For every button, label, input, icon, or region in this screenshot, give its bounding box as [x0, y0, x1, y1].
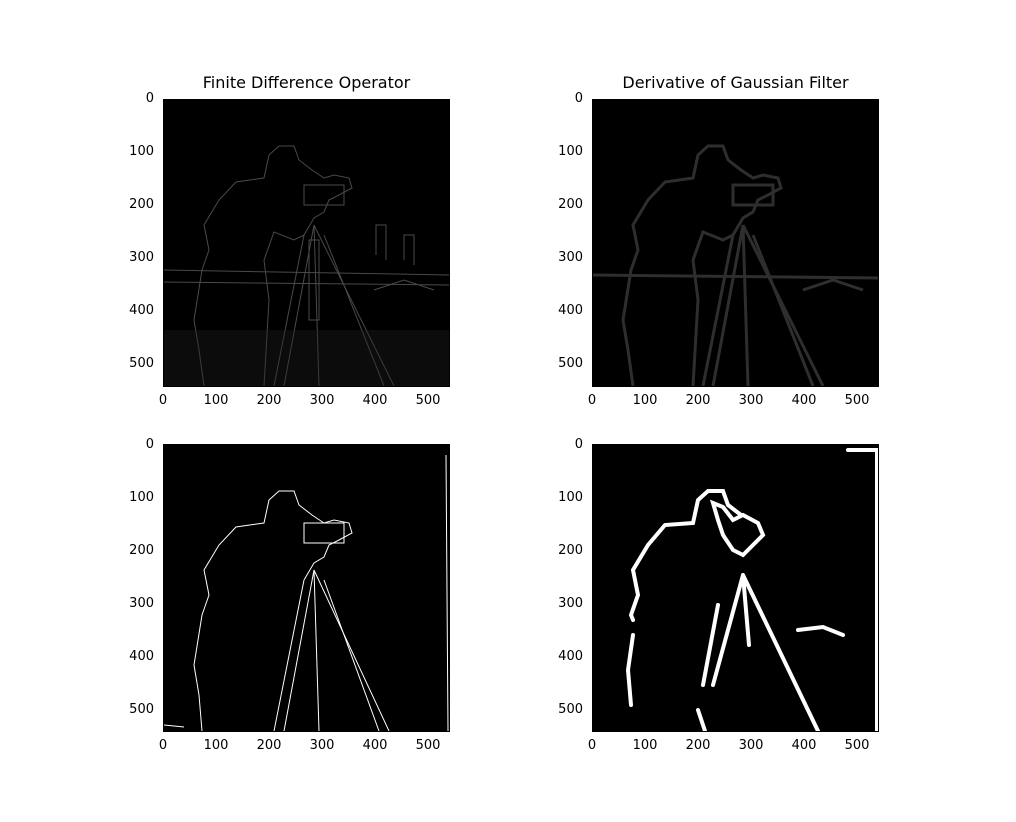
y-tick-label: 200 — [129, 543, 154, 558]
x-tick-label: 200 — [685, 738, 711, 753]
y-tick-label: 300 — [558, 250, 583, 265]
x-tick-label: 0 — [587, 393, 597, 408]
edge-image — [163, 444, 450, 732]
y-tick-label: 0 — [145, 437, 154, 452]
y-tick-label: 500 — [129, 702, 154, 717]
y-tick-label: 400 — [129, 303, 154, 318]
x-tick-label: 400 — [362, 738, 388, 753]
x-tick-label: 300 — [309, 738, 335, 753]
edge-image — [592, 444, 879, 732]
panel-derivative-of-gaussian: Derivative of Gaussian Filter — [592, 73, 879, 387]
x-tick-label: 500 — [844, 393, 870, 408]
y-tick-label: 200 — [558, 543, 583, 558]
panel-binary-finite-difference — [163, 444, 450, 732]
x-tick-label: 100 — [203, 393, 229, 408]
y-tick-label: 0 — [574, 437, 583, 452]
y-tick-label: 200 — [129, 197, 154, 212]
y-tick-label: 300 — [129, 250, 154, 265]
x-tick-label: 100 — [632, 738, 658, 753]
panel-binary-derivative-of-gaussian — [592, 444, 879, 732]
x-tick-label: 0 — [158, 393, 168, 408]
edge-image — [592, 99, 879, 387]
y-tick-label: 200 — [558, 197, 583, 212]
edge-image — [163, 99, 450, 387]
x-tick-label: 300 — [309, 393, 335, 408]
panel-finite-difference: Finite Difference Operator — [163, 73, 450, 387]
x-tick-label: 100 — [632, 393, 658, 408]
x-tick-label: 200 — [256, 393, 282, 408]
x-tick-label: 300 — [738, 393, 764, 408]
x-tick-label: 500 — [415, 393, 441, 408]
y-tick-label: 0 — [145, 91, 154, 106]
x-tick-label: 0 — [587, 738, 597, 753]
y-tick-label: 500 — [129, 356, 154, 371]
x-tick-label: 400 — [791, 393, 817, 408]
y-tick-label: 300 — [558, 596, 583, 611]
y-tick-label: 500 — [558, 702, 583, 717]
y-tick-label: 400 — [129, 649, 154, 664]
panel-title: Derivative of Gaussian Filter — [622, 73, 849, 92]
y-tick-label: 0 — [574, 91, 583, 106]
y-tick-label: 100 — [129, 144, 154, 159]
x-tick-label: 400 — [791, 738, 817, 753]
y-tick-label: 100 — [558, 144, 583, 159]
y-tick-label: 100 — [558, 490, 583, 505]
x-tick-label: 300 — [738, 738, 764, 753]
panel-title: Finite Difference Operator — [202, 73, 411, 92]
y-tick-label: 300 — [129, 596, 154, 611]
x-tick-label: 500 — [415, 738, 441, 753]
x-tick-label: 500 — [844, 738, 870, 753]
y-tick-label: 100 — [129, 490, 154, 505]
x-tick-label: 400 — [362, 393, 388, 408]
y-tick-label: 400 — [558, 649, 583, 664]
x-tick-label: 200 — [685, 393, 711, 408]
y-tick-label: 500 — [558, 356, 583, 371]
x-tick-label: 100 — [203, 738, 229, 753]
y-tick-label: 400 — [558, 303, 583, 318]
x-tick-label: 0 — [158, 738, 168, 753]
x-tick-label: 200 — [256, 738, 282, 753]
